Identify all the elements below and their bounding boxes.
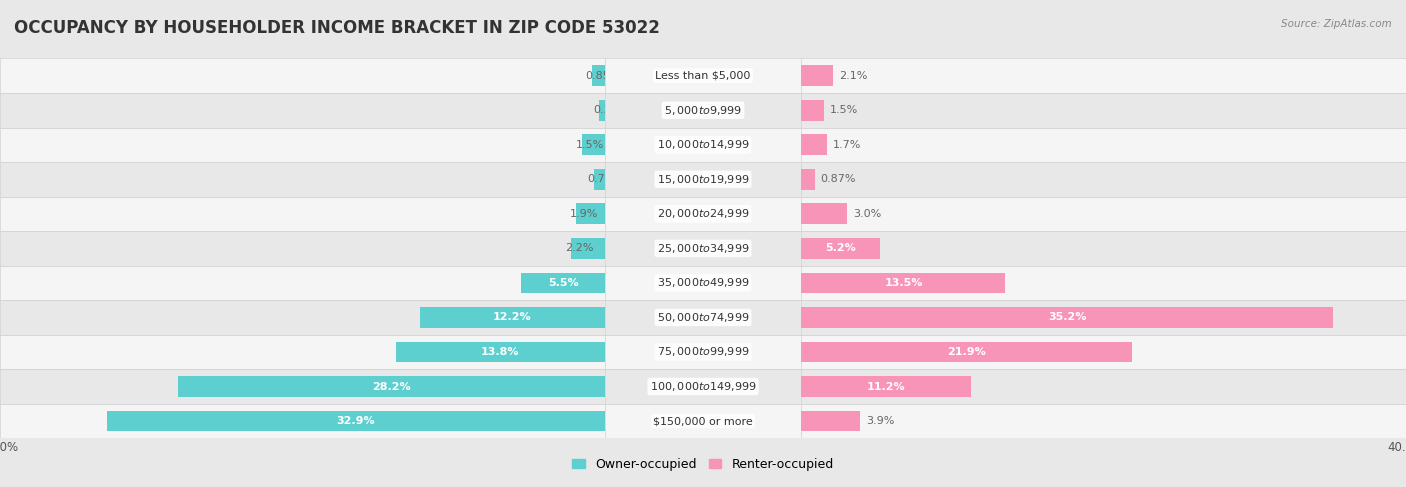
Text: $10,000 to $14,999: $10,000 to $14,999 <box>657 138 749 151</box>
Bar <box>605 128 801 162</box>
Text: $15,000 to $19,999: $15,000 to $19,999 <box>657 173 749 186</box>
Bar <box>801 376 970 397</box>
Bar <box>801 335 1406 369</box>
Bar <box>801 128 1406 162</box>
Bar <box>0 58 605 93</box>
Bar <box>0 162 605 197</box>
Text: Less than $5,000: Less than $5,000 <box>655 71 751 81</box>
Text: $20,000 to $24,999: $20,000 to $24,999 <box>657 207 749 220</box>
Text: 1.7%: 1.7% <box>834 140 862 150</box>
Bar <box>801 100 824 121</box>
Bar <box>801 162 1406 197</box>
Bar <box>605 231 801 265</box>
Text: $100,000 to $149,999: $100,000 to $149,999 <box>650 380 756 393</box>
Bar <box>0 300 605 335</box>
Text: $50,000 to $74,999: $50,000 to $74,999 <box>657 311 749 324</box>
Bar <box>801 65 834 86</box>
Bar <box>576 204 605 224</box>
Text: $5,000 to $9,999: $5,000 to $9,999 <box>664 104 742 117</box>
Bar <box>605 197 801 231</box>
Bar <box>605 58 801 93</box>
Text: 5.2%: 5.2% <box>825 244 856 253</box>
Bar <box>801 300 1406 335</box>
Text: 32.9%: 32.9% <box>336 416 375 426</box>
Bar <box>179 376 605 397</box>
Bar <box>801 238 880 259</box>
Text: 28.2%: 28.2% <box>373 381 411 392</box>
Bar <box>396 341 605 362</box>
Bar <box>605 93 801 128</box>
Text: $150,000 or more: $150,000 or more <box>654 416 752 426</box>
Bar <box>801 231 1406 265</box>
Text: $75,000 to $99,999: $75,000 to $99,999 <box>657 345 749 358</box>
Bar <box>582 134 605 155</box>
Text: 1.5%: 1.5% <box>830 105 859 115</box>
Text: 3.9%: 3.9% <box>866 416 894 426</box>
Bar <box>801 204 846 224</box>
Text: 12.2%: 12.2% <box>494 313 531 322</box>
Bar <box>0 197 605 231</box>
Text: OCCUPANCY BY HOUSEHOLDER INCOME BRACKET IN ZIP CODE 53022: OCCUPANCY BY HOUSEHOLDER INCOME BRACKET … <box>14 19 659 37</box>
Text: Source: ZipAtlas.com: Source: ZipAtlas.com <box>1281 19 1392 30</box>
Text: 0.85%: 0.85% <box>586 71 621 81</box>
Text: 5.5%: 5.5% <box>548 278 578 288</box>
Bar <box>605 335 801 369</box>
Bar <box>605 300 801 335</box>
Text: $35,000 to $49,999: $35,000 to $49,999 <box>657 277 749 289</box>
Bar <box>801 58 1406 93</box>
Bar <box>801 341 1132 362</box>
Bar <box>801 411 860 431</box>
Bar <box>605 162 801 197</box>
Bar <box>571 238 605 259</box>
Bar <box>801 169 814 189</box>
Text: 11.2%: 11.2% <box>866 381 905 392</box>
Bar <box>0 369 605 404</box>
Bar <box>605 265 801 300</box>
Bar <box>801 93 1406 128</box>
Text: 1.9%: 1.9% <box>569 209 598 219</box>
Bar <box>0 93 605 128</box>
Bar <box>599 100 605 121</box>
Bar <box>605 404 801 438</box>
Bar <box>801 369 1406 404</box>
Bar <box>0 404 605 438</box>
Bar <box>801 197 1406 231</box>
Legend: Owner-occupied, Renter-occupied: Owner-occupied, Renter-occupied <box>568 453 838 476</box>
Text: 1.5%: 1.5% <box>576 140 605 150</box>
Text: 13.5%: 13.5% <box>884 278 922 288</box>
Text: 0.72%: 0.72% <box>588 174 623 184</box>
Bar <box>592 65 605 86</box>
Bar <box>801 134 827 155</box>
Text: 21.9%: 21.9% <box>948 347 986 357</box>
Text: 35.2%: 35.2% <box>1049 313 1087 322</box>
Text: 0.34%: 0.34% <box>593 105 628 115</box>
Text: 0.87%: 0.87% <box>821 174 856 184</box>
Bar <box>0 265 605 300</box>
Text: 3.0%: 3.0% <box>853 209 882 219</box>
Bar <box>801 307 1333 328</box>
Text: 2.1%: 2.1% <box>839 71 868 81</box>
Bar <box>593 169 605 189</box>
Bar <box>605 369 801 404</box>
Text: 13.8%: 13.8% <box>481 347 520 357</box>
Bar <box>0 231 605 265</box>
Bar <box>0 128 605 162</box>
Bar <box>420 307 605 328</box>
Text: 2.2%: 2.2% <box>565 244 593 253</box>
Bar <box>801 273 1005 293</box>
Bar <box>522 273 605 293</box>
Bar <box>801 404 1406 438</box>
Bar <box>801 265 1406 300</box>
Bar <box>0 335 605 369</box>
Text: $25,000 to $34,999: $25,000 to $34,999 <box>657 242 749 255</box>
Bar <box>107 411 605 431</box>
